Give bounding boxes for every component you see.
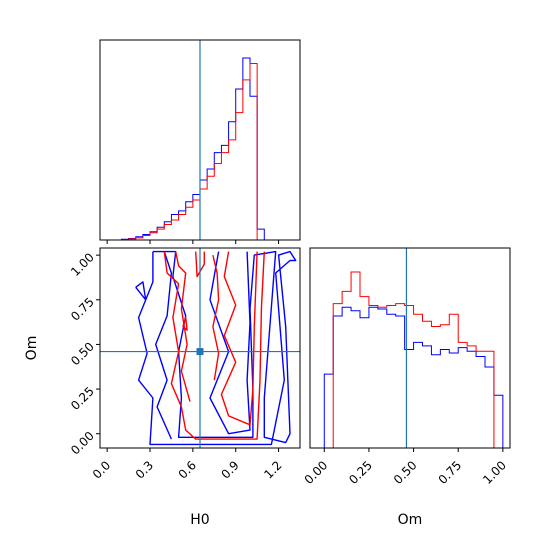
contour-blue	[135, 281, 147, 301]
contour-blue	[209, 251, 251, 435]
contour-ytick-label: 0.25	[68, 384, 97, 413]
om-marginal-xtick-label: 1.00	[480, 458, 509, 487]
contour-ytick-label: 0.00	[68, 429, 97, 458]
x-axis-label-h0: H0	[190, 512, 209, 528]
contour-ytick-label: 0.75	[68, 295, 97, 324]
h0-marginal-xticks	[106, 240, 280, 244]
om-marginal-frame	[309, 247, 511, 449]
om-marginal-xtick-label: 0.75	[436, 458, 465, 487]
h0-marginal-panel	[99, 39, 301, 244]
contour-red	[220, 251, 258, 426]
contour-series	[135, 250, 297, 446]
contour-red	[175, 251, 191, 402]
contour-blue	[155, 251, 173, 440]
contour-xticks: 0.0 0.3 0.6 0.9 1.2	[90, 448, 285, 482]
contour-frame	[99, 247, 301, 449]
contour-blue	[137, 250, 297, 446]
om-marginal-xtick-label: 0.50	[391, 458, 420, 487]
y-axis-label-om: Om	[24, 336, 40, 361]
contour-red	[195, 251, 205, 278]
h0-hist-blue	[107, 57, 265, 241]
om-hist-series	[320, 271, 504, 449]
contour-ytick-label: 1.00	[68, 250, 97, 279]
om-marginal-xticks: 0.00 0.25 0.50 0.75 1.00	[302, 448, 509, 487]
contour-xtick-label: 0.0	[90, 458, 113, 481]
om-marginal-xtick-label: 0.00	[302, 458, 331, 487]
om-marginal-panel: 0.00 0.25 0.50 0.75 1.00 Om	[302, 247, 511, 528]
contour-red	[163, 251, 265, 440]
contour-xtick-label: 0.3	[133, 458, 156, 481]
contour-xtick-label: 0.6	[176, 458, 199, 481]
om-marginal-xtick-label: 0.25	[346, 458, 375, 487]
truth-marker	[196, 348, 204, 356]
om-hist-red	[320, 271, 503, 449]
h0-marginal-frame	[99, 39, 301, 241]
x-axis-label-om: Om	[398, 512, 423, 528]
h0-hist-series	[107, 57, 265, 241]
contour-red	[212, 254, 220, 381]
contour-xtick-label: 0.9	[218, 458, 241, 481]
contour-ytick-label: 0.50	[68, 339, 97, 368]
contour-panel: 0.0 0.3 0.6 0.9 1.2 0.000.250.500.751.00 H0 …	[24, 247, 301, 528]
contour-xtick-label: 1.2	[261, 458, 284, 481]
contour-red	[182, 316, 188, 331]
om-hist-blue	[320, 306, 504, 449]
h0-hist-red	[107, 62, 265, 241]
contour-yticks: 0.00 0.25 0.50 0.75 1.00	[68, 250, 100, 458]
